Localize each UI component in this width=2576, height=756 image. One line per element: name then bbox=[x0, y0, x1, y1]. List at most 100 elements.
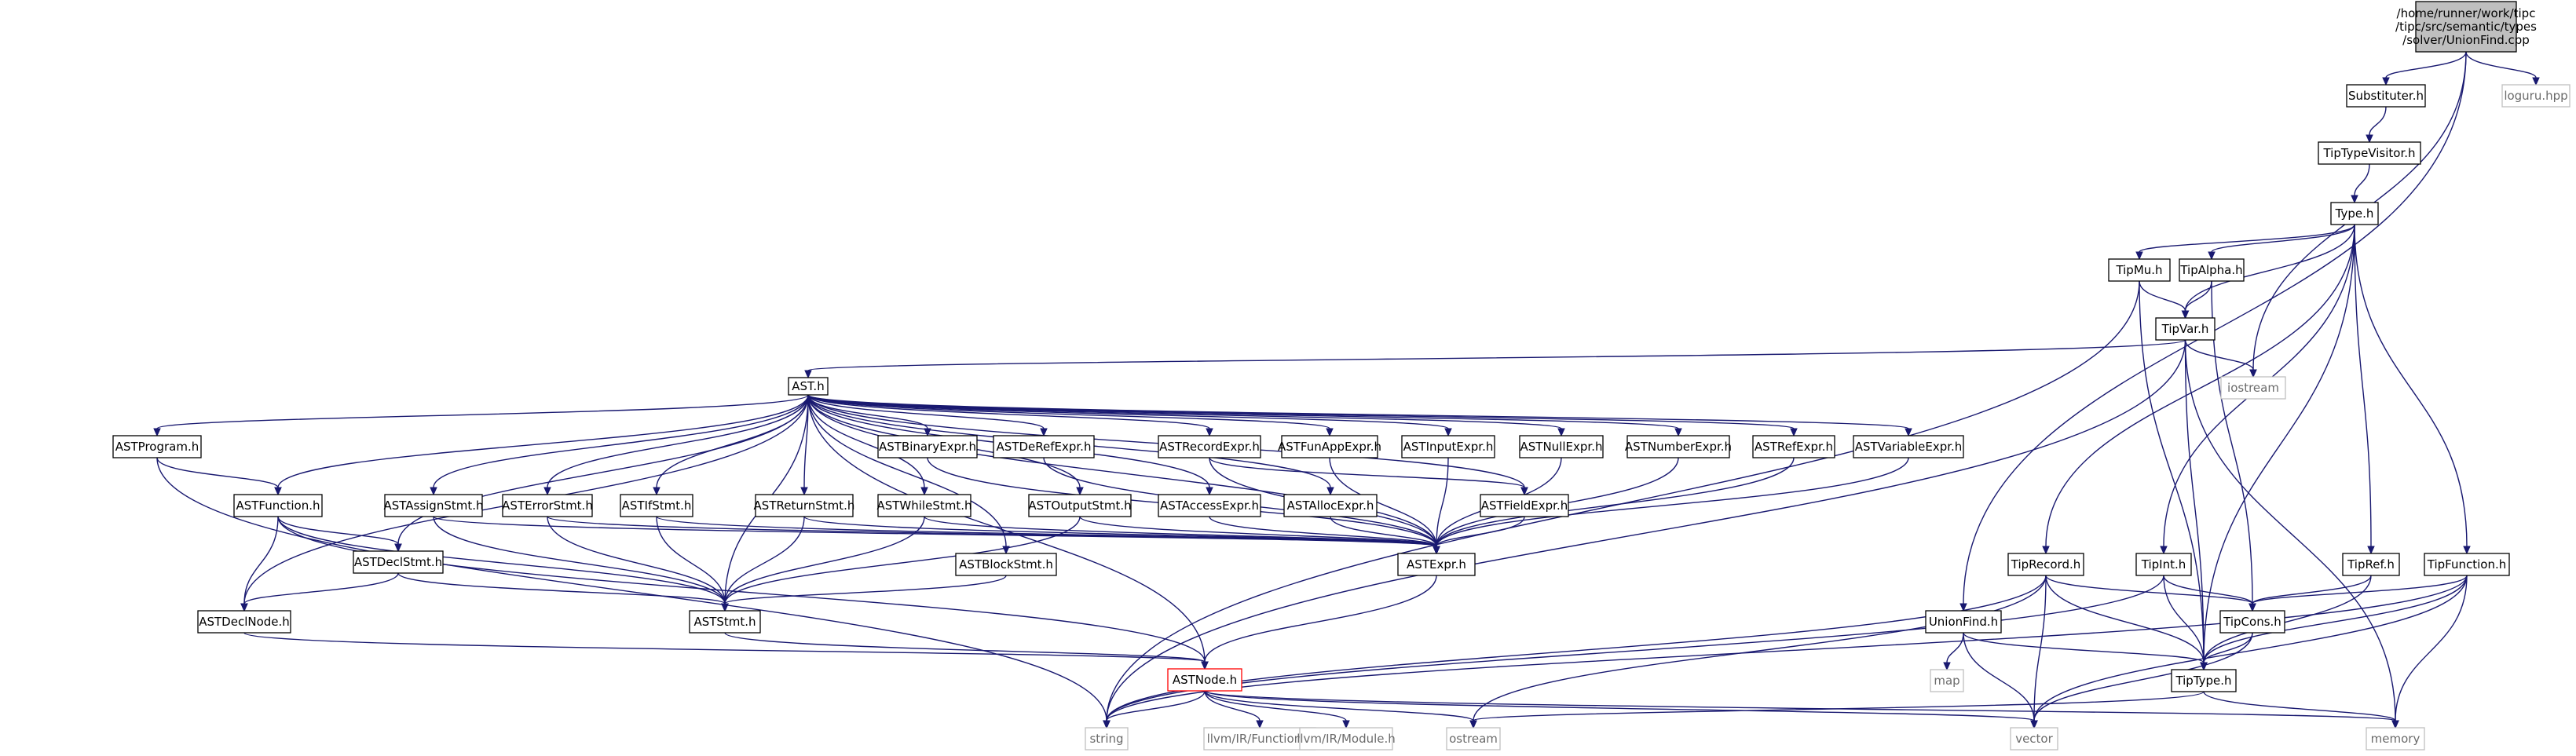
node-unionfind[interactable]: UnionFind.h bbox=[1925, 610, 2002, 634]
node-whilestmt[interactable]: ASTWhileStmt.h bbox=[876, 494, 972, 517]
edge-arrowhead bbox=[2160, 546, 2168, 555]
node-nullexpr[interactable]: ASTNullExpr.h bbox=[1519, 435, 1604, 458]
node-vector[interactable]: vector bbox=[2010, 727, 2058, 751]
node-label: ASTFunAppExpr.h bbox=[1278, 440, 1381, 454]
edge-line bbox=[2139, 280, 2205, 663]
edge-arrowhead bbox=[1469, 720, 1477, 729]
node-alloc[interactable]: ASTAllocExpr.h bbox=[1283, 494, 1378, 517]
node-label: ASTRecordExpr.h bbox=[1159, 440, 1260, 454]
node-var[interactable]: TipVar.h bbox=[2155, 317, 2216, 341]
edge-arrowhead bbox=[920, 487, 928, 496]
node-tipint[interactable]: TipInt.h bbox=[2135, 553, 2192, 576]
node-visitor[interactable]: TipTypeVisitor.h bbox=[2318, 141, 2421, 165]
edge-arrowhead bbox=[1256, 720, 1264, 729]
node-label: TipAlpha.h bbox=[2179, 263, 2242, 277]
node-label: /tipc/src/semantic/types bbox=[2395, 20, 2537, 34]
edge-arrowhead bbox=[924, 428, 931, 437]
node-error[interactable]: ASTErrorStmt.h bbox=[502, 494, 593, 517]
edge-line bbox=[1436, 457, 1909, 547]
node-tiprecord[interactable]: TipRecord.h bbox=[2007, 553, 2084, 576]
edge-arrowhead bbox=[1674, 428, 1682, 437]
node-assign[interactable]: ASTAssignStmt.h bbox=[383, 494, 484, 517]
node-stmt[interactable]: ASTStmt.h bbox=[689, 610, 761, 634]
node-field[interactable]: ASTFieldExpr.h bbox=[1480, 494, 1569, 517]
edge-var-string bbox=[1103, 339, 2186, 729]
node-declnode[interactable]: ASTDeclNode.h bbox=[197, 610, 291, 634]
node-declstmt[interactable]: ASTDeclStmt.h bbox=[353, 550, 444, 574]
edge-line bbox=[156, 394, 809, 429]
node-varexpr[interactable]: ASTVariableExpr.h bbox=[1853, 435, 1964, 458]
node-label: TipFunction.h bbox=[2427, 557, 2506, 572]
edge-ast-nullexpr bbox=[807, 394, 1565, 437]
node-map[interactable]: map bbox=[1930, 669, 1964, 692]
node-retstmt[interactable]: ASTReturnStmt.h bbox=[754, 494, 855, 517]
node-tipcons[interactable]: TipCons.h bbox=[2219, 610, 2285, 634]
node-ostream[interactable]: ostream bbox=[1446, 727, 1501, 751]
edge-visitor-type bbox=[2351, 163, 2370, 204]
node-box bbox=[1158, 435, 1261, 458]
edge-outstmt-expr bbox=[1079, 516, 1440, 555]
node-label: ASTErrorStmt.h bbox=[502, 499, 593, 513]
node-box bbox=[2010, 727, 2058, 751]
node-box bbox=[1519, 435, 1604, 458]
edge-line bbox=[1209, 457, 1525, 488]
node-outstmt[interactable]: ASTOutputStmt.h bbox=[1028, 494, 1132, 517]
node-expr[interactable]: ASTExpr.h bbox=[1397, 553, 1476, 576]
node-blockstmt[interactable]: ASTBlockStmt.h bbox=[955, 553, 1057, 576]
edge-arrowhead bbox=[2249, 369, 2257, 378]
node-alpha[interactable]: TipAlpha.h bbox=[2179, 258, 2245, 282]
node-tiptype[interactable]: TipType.h bbox=[2171, 669, 2237, 692]
edge-arrowhead bbox=[1959, 603, 1967, 612]
node-box bbox=[1930, 669, 1964, 692]
node-function[interactable]: ASTFunction.h bbox=[233, 494, 323, 517]
edge-line bbox=[1106, 280, 2140, 721]
edge-ast-record bbox=[807, 394, 1213, 437]
node-iostream[interactable]: iostream bbox=[2220, 376, 2286, 400]
node-refexpr[interactable]: ASTRefExpr.h bbox=[1752, 435, 1835, 458]
edge-tipfunc-memory bbox=[2391, 575, 2468, 729]
edge-line bbox=[1209, 516, 1437, 547]
edge-type-alpha bbox=[2208, 224, 2355, 261]
node-number[interactable]: ASTNumberExpr.h bbox=[1625, 435, 1732, 458]
node-type[interactable]: Type.h bbox=[2330, 202, 2379, 225]
node-tipfunc[interactable]: TipFunction.h bbox=[2424, 553, 2510, 576]
node-label: TipCons.h bbox=[2223, 615, 2281, 629]
edge-type-mu bbox=[2135, 224, 2355, 261]
node-funapp[interactable]: ASTFunAppExpr.h bbox=[1278, 435, 1381, 458]
node-deref[interactable]: ASTDeRefExpr.h bbox=[993, 435, 1095, 458]
node-string[interactable]: string bbox=[1085, 727, 1129, 751]
edge-line bbox=[547, 394, 809, 488]
edge-line bbox=[2203, 575, 2468, 663]
edge-line bbox=[1106, 575, 2468, 721]
node-binexpr[interactable]: ASTBinaryExpr.h bbox=[877, 435, 978, 458]
node-tipref[interactable]: TipRef.h bbox=[2342, 553, 2400, 576]
node-program[interactable]: ASTProgram.h bbox=[112, 435, 202, 458]
node-label: ASTStmt.h bbox=[693, 615, 756, 629]
edge-arrowhead bbox=[430, 487, 437, 496]
node-root[interactable]: /home/runner/work/tipc/tipc/src/semantic… bbox=[2395, 1, 2537, 53]
node-subst[interactable]: Substituter.h bbox=[2346, 84, 2426, 108]
node-memory[interactable]: memory bbox=[2366, 727, 2425, 751]
node-box bbox=[2220, 376, 2286, 400]
edge-arrowhead bbox=[274, 487, 282, 496]
node-llvmmod[interactable]: llvm/IR/Module.h bbox=[1297, 727, 1396, 751]
node-node[interactable]: ASTNode.h bbox=[1167, 668, 1242, 692]
node-loguru[interactable]: loguru.hpp bbox=[2501, 84, 2571, 108]
edge-arrowhead bbox=[800, 487, 808, 496]
edge-function-node bbox=[277, 516, 1209, 670]
node-ast[interactable]: AST.h bbox=[788, 377, 829, 396]
edge-arrowhead bbox=[2366, 134, 2373, 144]
node-input[interactable]: ASTInputExpr.h bbox=[1401, 435, 1495, 458]
node-record[interactable]: ASTRecordExpr.h bbox=[1158, 435, 1261, 458]
node-box bbox=[1167, 668, 1242, 692]
node-mu[interactable]: TipMu.h bbox=[2108, 258, 2171, 282]
edge-arrowhead bbox=[2351, 195, 2358, 204]
edge-function-stmt bbox=[277, 516, 729, 612]
node-access[interactable]: ASTAccessExpr.h bbox=[1158, 494, 1261, 517]
node-llvmfunc[interactable]: llvm/IR/Function.h bbox=[1203, 727, 1316, 751]
edge-record-field bbox=[1209, 457, 1528, 496]
node-label: TipMu.h bbox=[2115, 263, 2162, 277]
node-ifstmt[interactable]: ASTIfStmt.h bbox=[620, 494, 693, 517]
node-box bbox=[877, 435, 978, 458]
edge-arrowhead bbox=[1206, 428, 1213, 437]
